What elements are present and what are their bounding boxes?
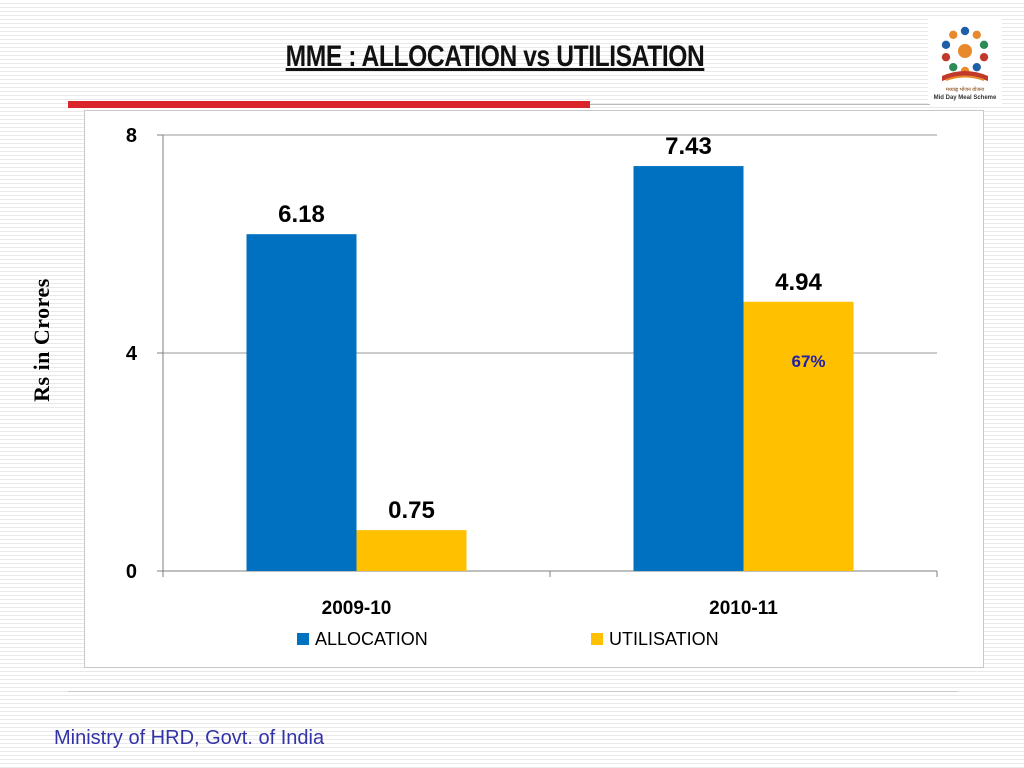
bar-allocation-2010-11 [633,166,744,571]
x-tick-label: 2010-11 [709,598,778,619]
bar-chart: 0 4 8 6.18 0.75 2009-10 7.43 4.94 2010-11 67% ALLO… [126,125,938,649]
bar-utilisation-2010-11 [743,301,854,571]
footer-divider-rule [68,691,958,692]
legend-label: UTILISATION [609,629,719,649]
y-tick-label: 0 [126,561,137,583]
title-divider-rule [590,104,930,105]
footer-text: Ministry of HRD, Govt. of India [54,727,325,749]
legend-swatch-utilisation [591,633,603,645]
y-tick-label: 4 [126,343,138,365]
legend-swatch-allocation [297,633,309,645]
y-tick-label: 8 [126,125,137,147]
percentage-annotation: 67% [791,352,825,371]
data-label: 0.75 [388,497,435,524]
slide-title: MME : ALLOCATION vs UTILISATION [285,40,705,73]
x-tick-label: 2009-10 [322,598,392,619]
data-label: 7.43 [665,133,712,160]
data-label: 6.18 [278,201,325,228]
title-underline-rule [68,101,590,108]
logo-caption-hindi: मध्याह्न भोजन योजना [945,87,985,93]
bar-allocation-2009-10 [246,234,357,571]
mid-day-meal-logo-icon [928,18,1002,104]
y-axis-label: Rs in Crores [29,278,54,402]
logo-caption: Mid Day Meal Scheme [933,95,997,101]
data-label: 4.94 [775,269,822,296]
bar-utilisation-2009-10 [356,530,467,571]
legend-label: ALLOCATION [315,629,428,649]
chart-frame: 0 4 8 6.18 0.75 2009-10 7.43 4.94 2010-11 67% ALLO… [84,110,984,668]
